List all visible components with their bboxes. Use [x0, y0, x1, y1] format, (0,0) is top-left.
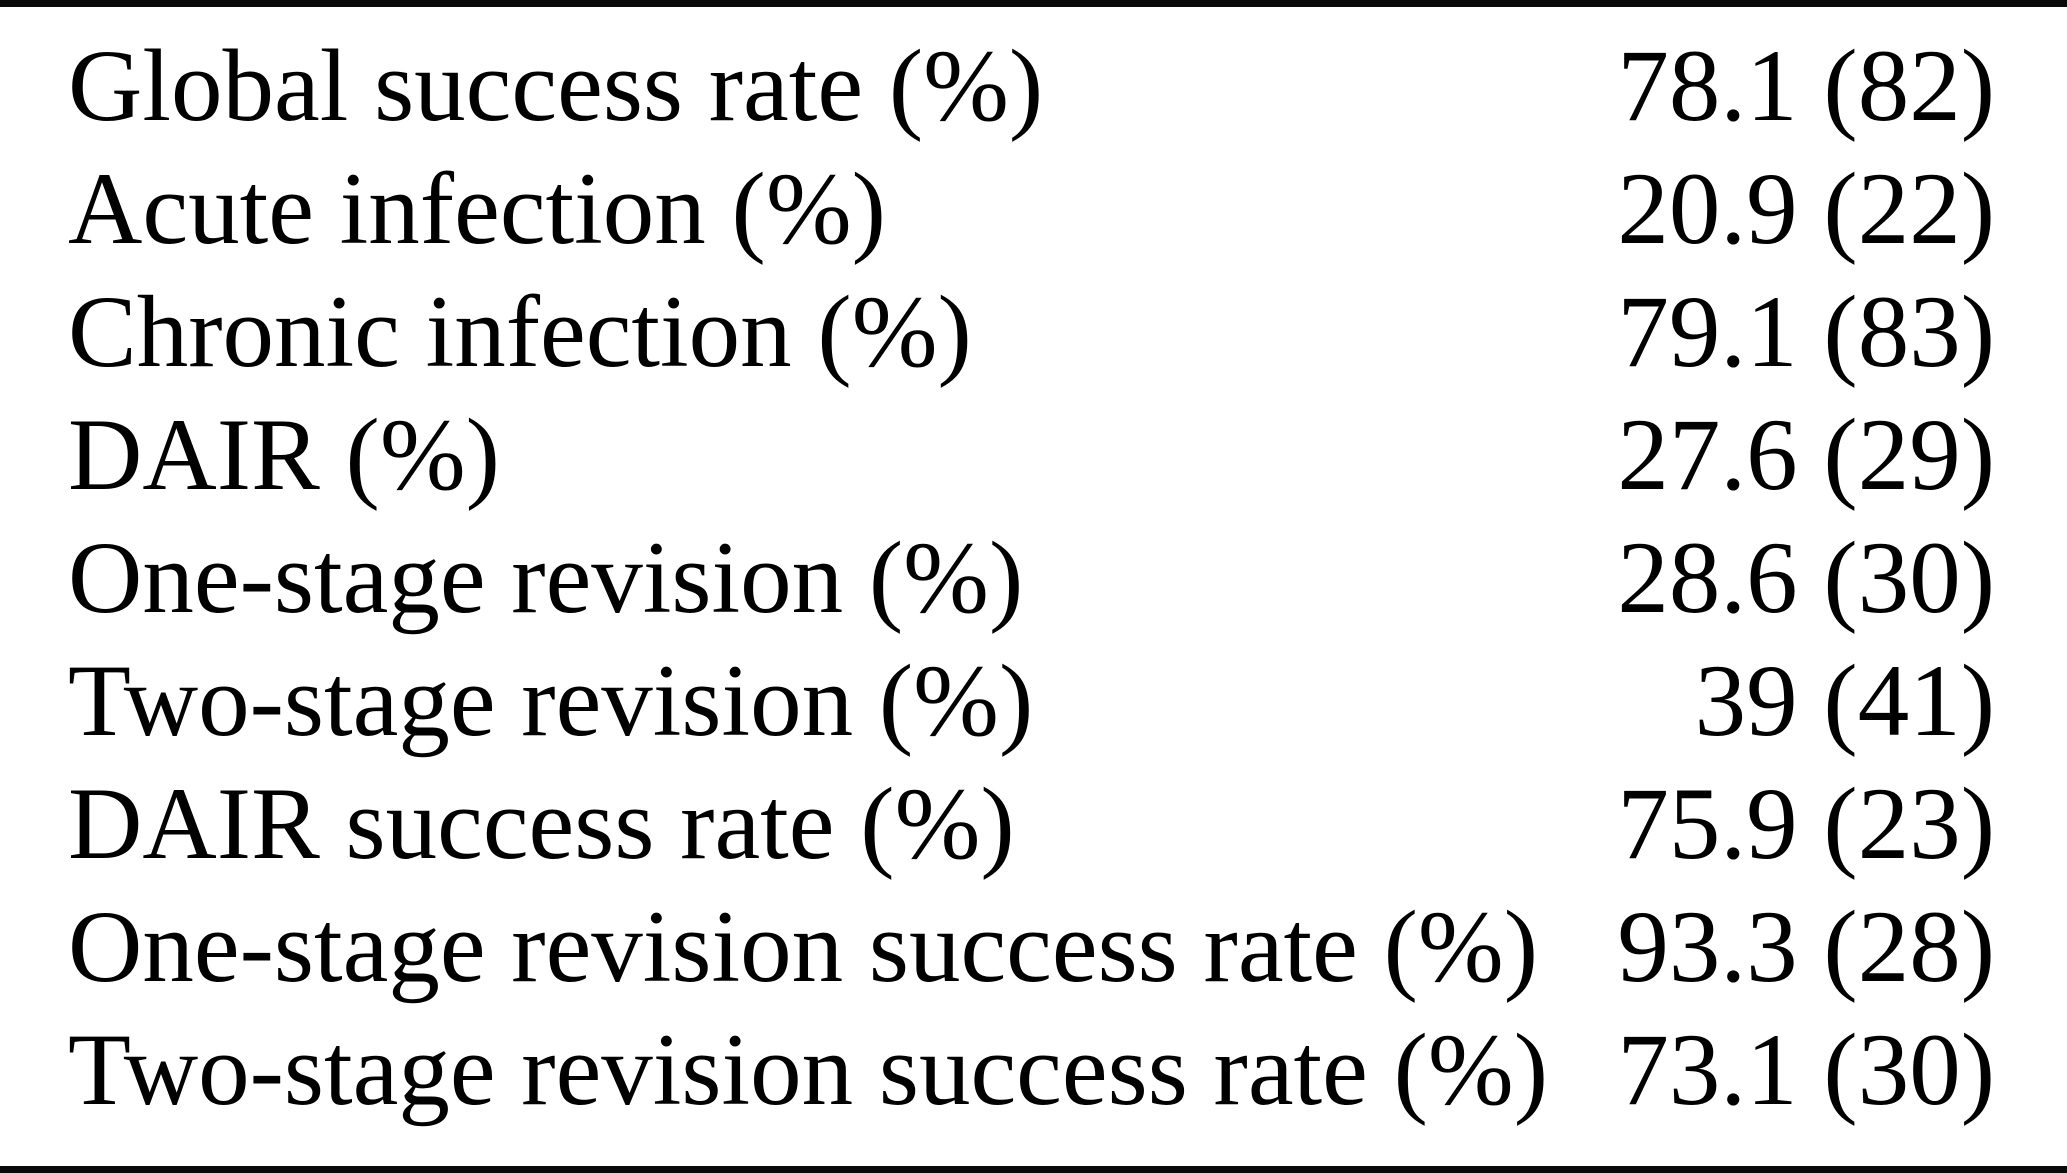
row-value: 78.1 (82) — [1617, 29, 1995, 143]
row-label: One-stage revision success rate (%) — [68, 890, 1539, 1004]
table-row: DAIR (%) 27.6 (29) — [68, 394, 1995, 517]
table-row: Acute infection (%) 20.9 (22) — [68, 148, 1995, 271]
row-label: Two-stage revision success rate (%) — [68, 1013, 1549, 1127]
row-value: 20.9 (22) — [1617, 152, 1995, 266]
row-value: 93.3 (28) — [1617, 890, 1995, 1004]
row-label: DAIR success rate (%) — [68, 767, 1015, 881]
row-value: 27.6 (29) — [1617, 398, 1995, 512]
table-row: Two-stage revision success rate (%) 73.1… — [68, 1009, 1995, 1132]
table-row: One-stage revision success rate (%) 93.3… — [68, 886, 1995, 1009]
row-value: 73.1 (30) — [1617, 1013, 1995, 1127]
table-row: One-stage revision (%) 28.6 (30) — [68, 517, 1995, 640]
row-value: 28.6 (30) — [1617, 521, 1995, 635]
table-row: Global success rate (%) 78.1 (82) — [68, 25, 1995, 148]
row-label: DAIR (%) — [68, 398, 500, 512]
row-value: 75.9 (23) — [1617, 767, 1995, 881]
table-row: Two-stage revision (%) 39 (41) — [68, 640, 1995, 763]
row-label: One-stage revision (%) — [68, 521, 1024, 635]
row-value: 39 (41) — [1694, 644, 1995, 758]
table-row: DAIR success rate (%) 75.9 (23) — [68, 763, 1995, 886]
row-value: 79.1 (83) — [1617, 275, 1995, 389]
row-label: Two-stage revision (%) — [68, 644, 1034, 758]
row-label: Global success rate (%) — [68, 29, 1044, 143]
row-label: Chronic infection (%) — [68, 275, 972, 389]
row-label: Acute infection (%) — [68, 152, 886, 266]
table-row: Chronic infection (%) 79.1 (83) — [68, 271, 1995, 394]
